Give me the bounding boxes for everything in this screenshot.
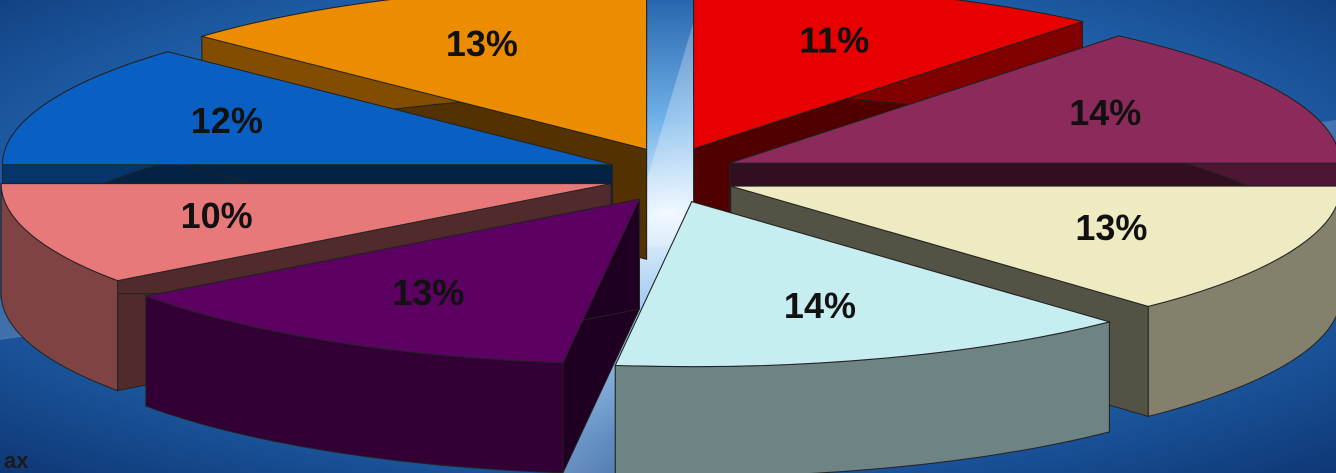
value-label: 13%	[392, 272, 464, 313]
slice-top	[144, 198, 641, 364]
value-label: 11%	[799, 20, 869, 61]
note: ах	[4, 448, 29, 473]
slice-top	[1, 51, 613, 166]
value-label: 12%	[191, 100, 263, 141]
slice-top	[614, 201, 1112, 368]
value-label: 14%	[1069, 92, 1141, 133]
slice-top	[729, 35, 1336, 164]
value-label: 13%	[446, 23, 518, 64]
value-label: 13%	[1075, 207, 1147, 248]
slice-top	[199, 0, 648, 150]
slice: 14%	[614, 200, 1112, 473]
slice: 13%	[144, 198, 641, 473]
value-label: 10%	[181, 195, 253, 236]
slice-top	[693, 0, 1085, 150]
value-label: 14%	[784, 285, 856, 326]
slice-top	[0, 183, 612, 282]
slice-top	[730, 185, 1336, 307]
